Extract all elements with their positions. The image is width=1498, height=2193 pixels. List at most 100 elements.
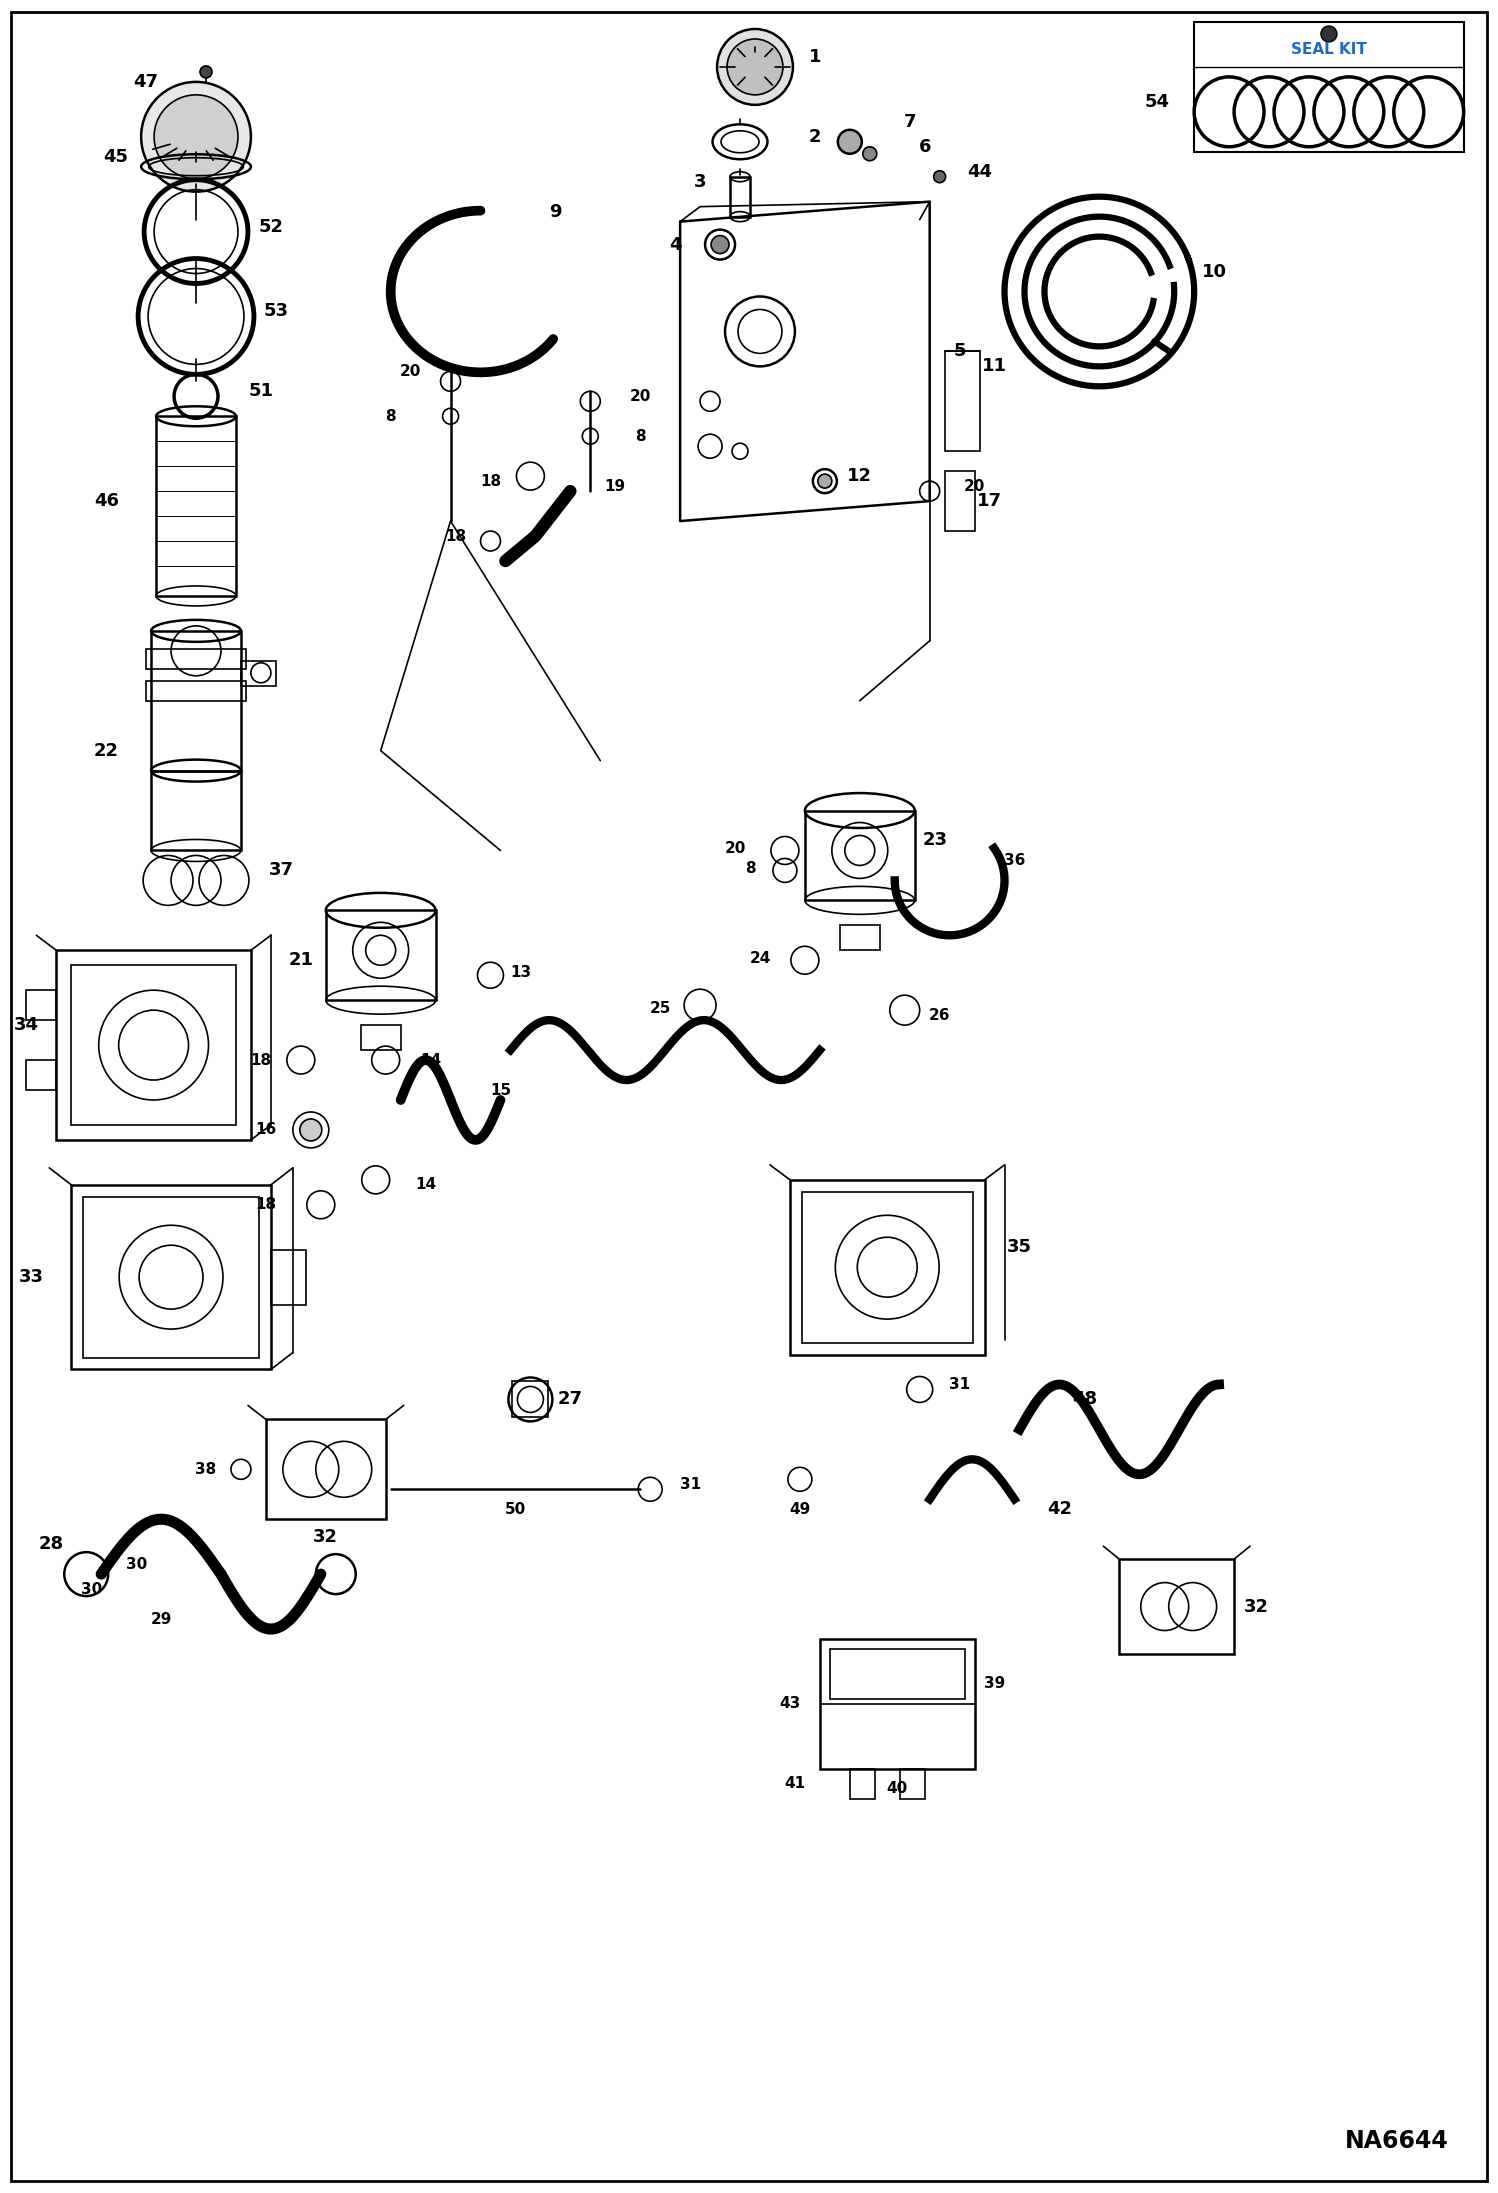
Text: 18: 18	[445, 529, 466, 544]
Bar	[945, 471, 975, 531]
Bar	[849, 1770, 875, 1798]
Text: 3: 3	[694, 173, 707, 191]
Bar	[945, 351, 980, 452]
Text: 38: 38	[195, 1463, 217, 1476]
Text: 30: 30	[81, 1581, 102, 1597]
Bar	[819, 1638, 975, 1770]
Text: 18: 18	[255, 1197, 277, 1213]
Bar	[271, 1250, 306, 1305]
Text: 14: 14	[419, 1053, 440, 1068]
Bar	[267, 1419, 385, 1520]
Text: 33: 33	[19, 1268, 43, 1285]
Text: 11: 11	[983, 357, 1007, 375]
Text: 31: 31	[950, 1377, 971, 1393]
Text: 48: 48	[1071, 1390, 1097, 1408]
Text: 12: 12	[848, 467, 872, 485]
Text: 14: 14	[415, 1178, 436, 1193]
Bar	[27, 1059, 57, 1090]
Text: 23: 23	[923, 831, 947, 849]
Text: 13: 13	[509, 965, 530, 980]
Text: 8: 8	[745, 862, 755, 875]
Text: 10: 10	[1201, 263, 1227, 281]
Bar	[801, 1191, 972, 1342]
Text: 46: 46	[94, 491, 118, 511]
Text: 43: 43	[779, 1697, 800, 1711]
Text: 40: 40	[887, 1781, 908, 1796]
Text: 9: 9	[550, 202, 562, 221]
Bar	[804, 811, 915, 901]
Text: 18: 18	[250, 1053, 271, 1068]
Bar	[151, 770, 241, 851]
Text: 51: 51	[249, 382, 274, 401]
Text: 5: 5	[953, 342, 966, 360]
Circle shape	[933, 171, 945, 182]
Text: 31: 31	[680, 1476, 701, 1491]
Bar	[789, 1180, 984, 1355]
Text: 15: 15	[490, 1083, 511, 1096]
Circle shape	[727, 39, 783, 94]
Text: 53: 53	[264, 303, 289, 320]
Text: 8: 8	[635, 428, 646, 443]
Bar	[840, 925, 879, 950]
Text: 42: 42	[1047, 1500, 1073, 1518]
Text: 7: 7	[903, 112, 915, 132]
Text: 22: 22	[94, 741, 118, 759]
Circle shape	[300, 1118, 322, 1140]
Bar	[72, 965, 237, 1125]
Bar	[512, 1382, 548, 1417]
Ellipse shape	[721, 132, 759, 154]
Text: 52: 52	[258, 217, 283, 235]
Text: 26: 26	[929, 1007, 950, 1022]
Text: 50: 50	[505, 1502, 526, 1518]
Text: NA6644: NA6644	[1345, 2129, 1449, 2154]
Circle shape	[818, 474, 831, 489]
Text: 41: 41	[785, 1776, 806, 1792]
Text: 32: 32	[1243, 1597, 1269, 1616]
Text: 20: 20	[963, 478, 986, 493]
Text: 4: 4	[670, 235, 682, 254]
Circle shape	[141, 81, 252, 191]
Text: 1: 1	[809, 48, 821, 66]
Circle shape	[718, 29, 792, 105]
Circle shape	[1321, 26, 1336, 42]
Bar	[147, 649, 246, 669]
Bar	[151, 632, 241, 770]
Bar	[1194, 22, 1464, 151]
Text: 35: 35	[1007, 1239, 1032, 1257]
Circle shape	[712, 235, 730, 254]
Text: 54: 54	[1144, 92, 1170, 112]
Bar	[830, 1649, 965, 1700]
Bar	[900, 1770, 924, 1798]
Circle shape	[154, 94, 238, 178]
Bar	[1119, 1559, 1234, 1654]
Text: 28: 28	[39, 1535, 64, 1553]
Text: 39: 39	[984, 1675, 1005, 1691]
Bar	[72, 1184, 271, 1368]
Text: 6: 6	[918, 138, 930, 156]
Bar	[147, 680, 246, 702]
Text: 36: 36	[1004, 853, 1025, 868]
Text: 30: 30	[126, 1557, 147, 1572]
Text: 44: 44	[968, 162, 992, 180]
Text: 19: 19	[605, 478, 626, 493]
Bar	[241, 660, 276, 686]
Text: 17: 17	[977, 491, 1002, 511]
Text: 24: 24	[749, 952, 770, 965]
Text: 18: 18	[479, 474, 500, 489]
Circle shape	[837, 129, 861, 154]
Bar	[325, 910, 436, 1000]
Bar	[156, 417, 237, 596]
Bar	[84, 1197, 259, 1357]
Text: 20: 20	[725, 840, 746, 855]
Bar	[361, 1024, 400, 1050]
Text: 45: 45	[103, 147, 129, 167]
Text: 25: 25	[650, 1000, 671, 1015]
Text: 8: 8	[385, 408, 395, 423]
Text: 29: 29	[150, 1612, 172, 1627]
Text: 49: 49	[789, 1502, 810, 1518]
Circle shape	[863, 147, 876, 160]
Text: 37: 37	[268, 862, 294, 879]
Text: 16: 16	[255, 1123, 277, 1138]
Text: 47: 47	[133, 72, 159, 90]
Bar	[27, 991, 57, 1020]
